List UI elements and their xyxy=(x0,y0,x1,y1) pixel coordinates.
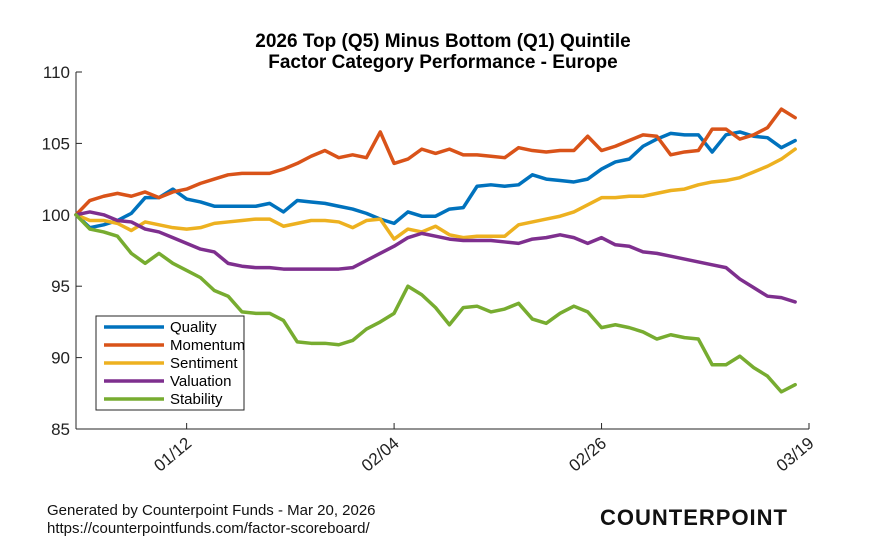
axes: 85 90 95 100 105 110 01/12 02/04 02/26 03/19 xyxy=(42,63,818,475)
series-line-quality xyxy=(74,130,797,230)
chart-title: 2026 Top (Q5) Minus Bottom (Q1) Quintile xyxy=(255,31,630,52)
x-tick-label: 02/26 xyxy=(565,434,610,476)
counterpoint-logo: COUNTERPOINT xyxy=(600,505,788,530)
y-tick-label: 105 xyxy=(42,134,70,153)
x-tick-label: 02/04 xyxy=(358,434,403,476)
legend-label-quality: Quality xyxy=(170,319,217,336)
y-tick-label: 85 xyxy=(51,420,70,439)
legend-label-momentum: Momentum xyxy=(170,337,245,354)
chart-subtitle: Factor Category Performance - Europe xyxy=(268,52,617,73)
series-line-valuation xyxy=(74,210,797,304)
series-line-stability xyxy=(74,213,797,394)
y-tick-label: 110 xyxy=(43,63,70,82)
series-layer xyxy=(74,107,797,394)
y-tick-label: 95 xyxy=(51,277,70,296)
x-tick-label: 03/19 xyxy=(773,434,818,476)
legend-label-valuation: Valuation xyxy=(170,373,231,390)
legend-label-sentiment: Sentiment xyxy=(170,355,238,372)
series-line-sentiment xyxy=(74,147,797,241)
x-tick-label: 01/12 xyxy=(150,434,195,476)
y-tick-label: 90 xyxy=(51,349,70,368)
series-line-momentum xyxy=(74,107,797,217)
generated-by-text: Generated by Counterpoint Funds - Mar 20… xyxy=(47,502,376,519)
factor-performance-chart: 2026 Top (Q5) Minus Bottom (Q1) Quintile… xyxy=(42,31,818,475)
legend-label-stability: Stability xyxy=(170,391,223,408)
legend: QualityMomentumSentimentValuationStabili… xyxy=(95,315,245,411)
scoreboard-url: https://counterpointfunds.com/factor-sco… xyxy=(47,520,370,537)
y-tick-label: 100 xyxy=(42,206,70,225)
